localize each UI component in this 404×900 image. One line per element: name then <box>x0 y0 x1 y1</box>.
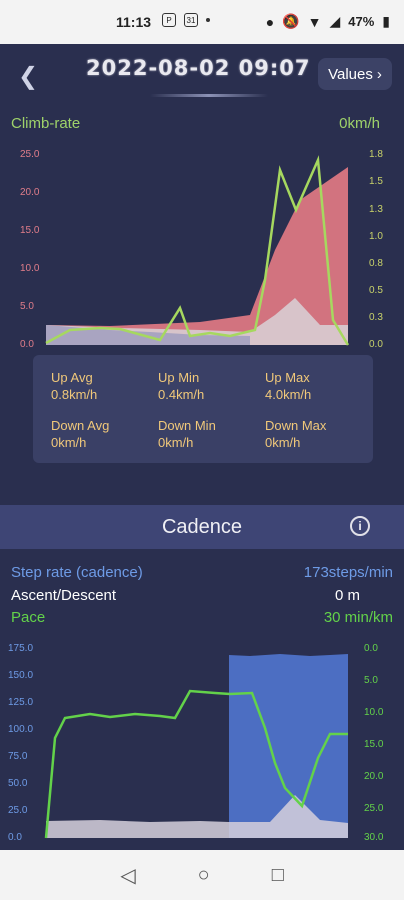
tick-label: 1.5 <box>369 176 383 187</box>
tick-label: 25.0 <box>8 805 28 816</box>
status-bar: 11:13 P 31 ● 🔕 ▼ ◢ 47% ▮ <box>0 0 404 44</box>
up-max-value: 4.0km/h <box>265 387 312 402</box>
down-max-label: Down Max <box>265 418 327 433</box>
down-avg-label: Down Avg <box>51 418 110 433</box>
page-title: 2022-08-02 09:07 <box>86 56 311 80</box>
tick-label: 20.0 <box>20 187 40 198</box>
tick-label: 50.0 <box>8 778 28 789</box>
tick-label: 20.0 <box>364 771 384 782</box>
info-icon[interactable]: i <box>350 516 370 536</box>
pace-label: Pace <box>11 609 46 626</box>
tick-label: 5.0 <box>364 675 378 686</box>
pace-value: 30 min/km <box>323 609 393 626</box>
values-button[interactable]: Values › <box>318 58 392 90</box>
climb-stats-panel: Up Avg 0.8km/h Up Min 0.4km/h Up Max 4.0… <box>33 355 373 463</box>
tick-label: 0.5 <box>369 285 383 296</box>
tick-label: 0.0 <box>20 339 34 350</box>
signal-icon: ◢ <box>329 13 341 29</box>
tick-label: 25.0 <box>364 803 384 814</box>
up-avg-value: 0.8km/h <box>51 387 98 402</box>
down-avg-value: 0km/h <box>51 435 87 450</box>
cadence-left-axis: 175.0 150.0 125.0 100.0 75.0 50.0 25.0 0… <box>8 643 33 843</box>
cadence-right-axis: 0.0 5.0 10.0 15.0 20.0 25.0 30.0 <box>364 643 384 843</box>
cadence-section-header: Cadence i <box>0 505 404 549</box>
tick-label: 175.0 <box>8 643 33 654</box>
up-min-value: 0.4km/h <box>158 387 205 402</box>
climb-base-area <box>46 167 348 345</box>
location-icon: ● <box>265 13 275 30</box>
header: ❮ 2022-08-02 09:07 Values › <box>0 44 404 100</box>
tick-label: 15.0 <box>20 225 40 236</box>
tick-label: 150.0 <box>8 670 33 681</box>
step-rate-label: Step rate (cadence) <box>11 564 143 581</box>
tick-label: 0.0 <box>369 339 383 350</box>
battery-icon: ▮ <box>382 13 390 29</box>
climb-rate-chart: 25.0 20.0 15.0 10.0 5.0 0.0 1.8 1.5 1.3 … <box>20 149 383 350</box>
calendar-notification-icon: 31 <box>184 13 198 27</box>
tick-label: 5.0 <box>20 301 34 312</box>
down-max-stat: Down Max 0km/h <box>265 417 326 451</box>
up-min-stat: Up Min 0.4km/h <box>158 369 204 403</box>
chevron-right-icon: › <box>376 65 382 83</box>
down-avg-stat: Down Avg 0km/h <box>51 417 109 451</box>
tick-label: 1.3 <box>369 204 383 215</box>
square-recent-icon[interactable]: □ <box>271 863 284 886</box>
step-rate-value: 173steps/min <box>303 564 393 581</box>
navigation-bar: ◁ ○ □ <box>0 850 404 900</box>
tick-label: 15.0 <box>364 739 384 750</box>
down-min-stat: Down Min 0km/h <box>158 417 216 451</box>
circle-home-icon[interactable]: ○ <box>197 863 210 886</box>
mute-icon: 🔕 <box>282 13 300 29</box>
status-notification-icons: P 31 <box>162 13 210 27</box>
up-avg-stat: Up Avg 0.8km/h <box>51 369 97 403</box>
climb-rate-value: 0km/h <box>339 115 380 132</box>
chevron-left-icon[interactable]: ❮ <box>18 63 39 90</box>
down-max-value: 0km/h <box>265 435 301 450</box>
tick-label: 0.0 <box>8 832 22 843</box>
up-max-label: Up Max <box>265 370 310 385</box>
cadence-chart: 175.0 150.0 125.0 100.0 75.0 50.0 25.0 0… <box>8 643 384 843</box>
more-notifications-icon <box>206 18 210 22</box>
climb-rate-label: Climb-rate <box>11 115 81 132</box>
up-avg-label: Up Avg <box>51 370 93 385</box>
tick-label: 25.0 <box>20 149 40 160</box>
tick-label: 1.0 <box>369 231 383 242</box>
tick-label: 0.3 <box>369 312 383 323</box>
cadence-blue-area <box>229 654 348 838</box>
values-button-label: Values <box>328 65 373 83</box>
tick-label: 125.0 <box>8 697 33 708</box>
tick-label: 0.8 <box>369 258 383 269</box>
wifi-icon: ▼ <box>307 13 322 30</box>
pace-line <box>44 689 348 839</box>
tick-label: 10.0 <box>364 707 384 718</box>
tick-label: 1.8 <box>369 149 383 160</box>
tick-label: 100.0 <box>8 724 33 735</box>
title-underline <box>150 94 268 97</box>
climb-right-axis: 1.8 1.5 1.3 1.0 0.8 0.5 0.3 0.0 <box>369 149 383 350</box>
tick-label: 10.0 <box>20 263 40 274</box>
climb-rate-line <box>45 155 350 346</box>
tick-label: 30.0 <box>364 832 384 843</box>
status-time: 11:13 <box>116 14 152 30</box>
climb-left-axis: 25.0 20.0 15.0 10.0 5.0 0.0 <box>20 149 40 350</box>
climb-blue-area <box>46 325 250 345</box>
status-system-icons: ● 🔕 ▼ ◢ 47% ▮ <box>266 13 390 30</box>
ascent-descent-label: Ascent/Descent <box>11 587 117 604</box>
triangle-back-icon[interactable]: ◁ <box>120 864 136 887</box>
cadence-title: Cadence <box>161 515 243 538</box>
up-min-label: Up Min <box>158 370 200 385</box>
ascent-descent-value: 0 m <box>334 587 360 604</box>
down-min-label: Down Min <box>158 418 216 433</box>
tick-label: 0.0 <box>364 643 378 654</box>
up-max-stat: Up Max 4.0km/h <box>265 369 311 403</box>
ascent-grey-area <box>46 795 348 838</box>
battery-percent: 47% <box>348 14 375 29</box>
app-notification-icon: P <box>162 13 176 27</box>
tick-label: 75.0 <box>8 751 28 762</box>
down-min-value: 0km/h <box>158 435 194 450</box>
